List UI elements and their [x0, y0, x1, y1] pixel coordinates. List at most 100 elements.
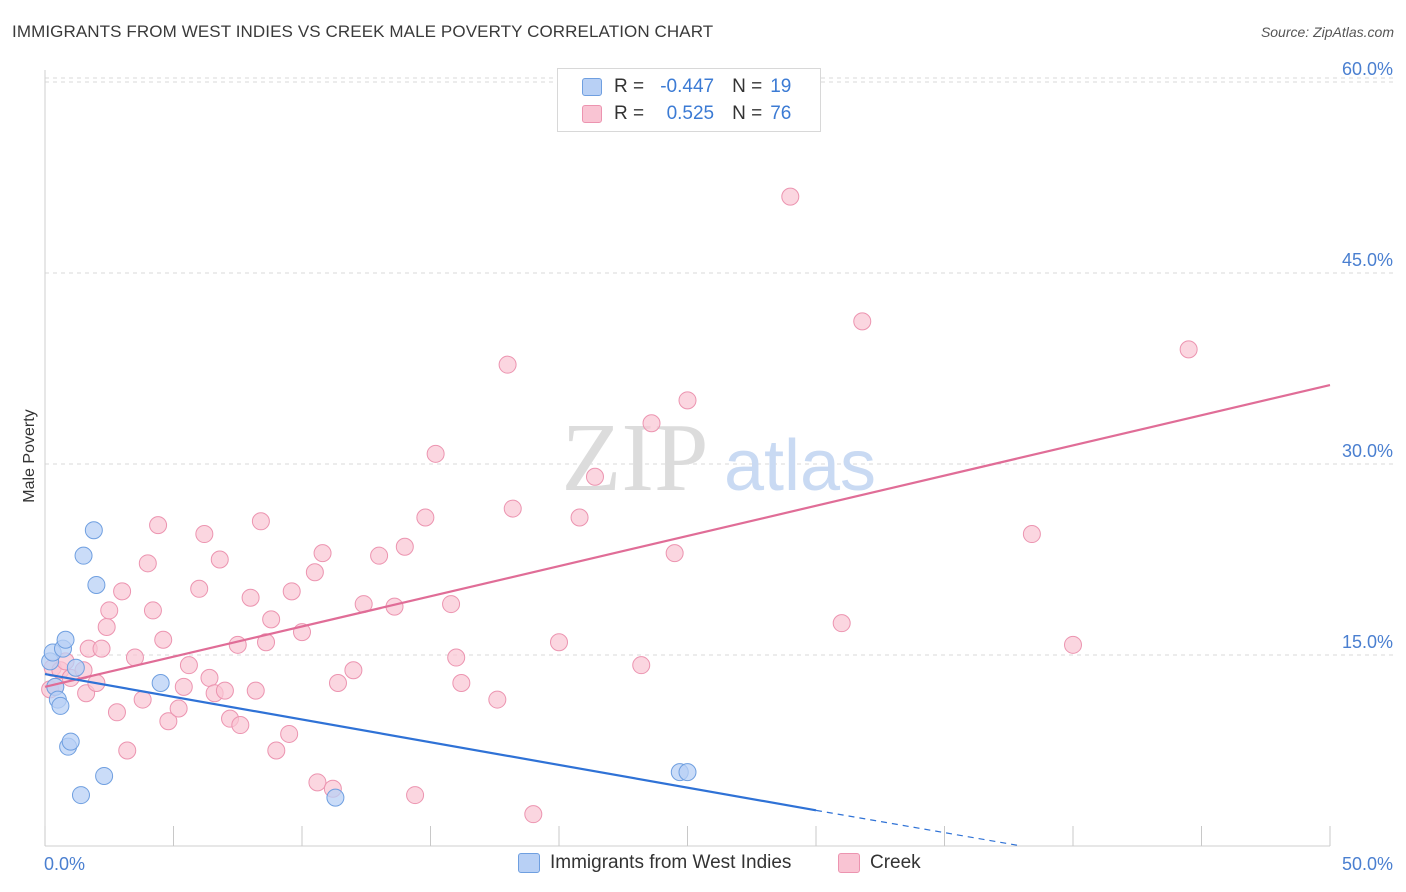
- legend-item-creek: Creek: [838, 852, 921, 874]
- creek-point: [678, 391, 697, 410]
- creek-point: [97, 617, 116, 636]
- creek-point: [308, 773, 327, 792]
- west-indies-trend-extension: [815, 809, 1022, 847]
- creek-point: [328, 674, 347, 693]
- creek-point: [190, 579, 209, 598]
- creek-point: [524, 805, 543, 824]
- creek-point: [406, 786, 425, 805]
- creek-point: [570, 508, 589, 527]
- creek-point: [215, 681, 234, 700]
- creek-point: [452, 674, 471, 693]
- creek-point: [200, 668, 219, 687]
- west-indies-points: [41, 521, 697, 807]
- pink-legend-swatch: [838, 853, 860, 873]
- creek-point: [179, 656, 198, 675]
- legend-label: Immigrants from West Indies: [550, 852, 792, 873]
- creek-point: [241, 588, 260, 607]
- y-tick-labels: 15.0% 30.0% 45.0% 60.0%: [1342, 59, 1393, 652]
- west-indies-point: [66, 658, 85, 677]
- n-label: N =: [732, 76, 763, 97]
- creek-point: [1022, 525, 1041, 544]
- stats-row-creek: R = 0.525 N = 76: [582, 101, 791, 127]
- creek-point: [282, 582, 301, 601]
- creek-point: [781, 187, 800, 206]
- source-credit: Source: ZipAtlas.com: [1260, 24, 1394, 40]
- creek-point: [251, 512, 270, 531]
- creek-point: [395, 537, 414, 556]
- creek-point: [231, 716, 250, 735]
- r-label: R =: [614, 103, 645, 124]
- x-tick-label: 0.0%: [44, 854, 85, 874]
- blue-swatch: [582, 78, 602, 96]
- creek-point: [107, 703, 126, 722]
- creek-point: [133, 690, 152, 709]
- creek-point: [210, 550, 229, 569]
- west-indies-point: [84, 521, 103, 540]
- stats-row-west-indies: R = -0.447 N = 19: [582, 74, 791, 100]
- creek-point: [447, 648, 466, 667]
- creek-point: [370, 546, 389, 565]
- creek-point: [228, 635, 247, 654]
- creek-point: [113, 582, 132, 601]
- creek-point: [262, 610, 281, 629]
- creek-trend-line: [44, 383, 1331, 688]
- west-indies-point: [151, 674, 170, 693]
- creek-point: [100, 601, 119, 620]
- gridlines: [45, 77, 1393, 656]
- creek-point: [1179, 340, 1198, 359]
- west-indies-point: [95, 766, 114, 785]
- west-indies-point: [71, 786, 90, 805]
- y-tick-label: 60.0%: [1342, 59, 1393, 79]
- y-tick-label: 45.0%: [1342, 250, 1393, 270]
- creek-point: [195, 525, 214, 544]
- y-tick-label: 15.0%: [1342, 632, 1393, 652]
- creek-point: [92, 639, 111, 658]
- x-tick-labels: 0.0% 50.0%: [44, 854, 1393, 874]
- r-value: -0.447: [660, 76, 715, 97]
- axes: [44, 70, 1331, 847]
- creek-point: [280, 724, 299, 743]
- n-value: 19: [770, 76, 792, 97]
- creek-point: [143, 601, 162, 620]
- x-tick-label: 50.0%: [1342, 854, 1393, 874]
- creek-point: [305, 563, 324, 582]
- creek-point: [503, 499, 522, 518]
- creek-point: [169, 699, 188, 718]
- creek-point: [138, 554, 157, 573]
- creek-point: [632, 656, 651, 675]
- creek-point: [267, 741, 286, 760]
- watermark-atlas: atlas: [724, 426, 876, 506]
- legend-label: Creek: [870, 852, 921, 873]
- west-indies-point: [326, 788, 345, 807]
- creek-point: [550, 633, 568, 652]
- creek-point: [488, 690, 507, 709]
- west-indies-point: [678, 763, 697, 782]
- y-axis-label: Male Poverty: [21, 409, 38, 502]
- watermark-zip: ZIP: [562, 404, 709, 512]
- creek-point: [1064, 635, 1082, 654]
- stats-legend: R = -0.447 N = 19 R = 0.525 N = 76: [557, 68, 821, 132]
- creek-point: [665, 544, 684, 563]
- n-value: 76: [770, 103, 792, 124]
- creek-point: [174, 677, 193, 696]
- blue-legend-swatch: [518, 853, 540, 873]
- west-indies-point: [87, 575, 106, 594]
- creek-point: [118, 741, 137, 760]
- west-indies-point: [61, 732, 80, 751]
- n-label: N =: [732, 103, 763, 124]
- creek-point: [416, 508, 435, 527]
- west-indies-trend-line: [44, 673, 817, 812]
- trend-lines: [44, 383, 1331, 847]
- chart-title: IMMIGRANTS FROM WEST INDIES VS CREEK MAL…: [12, 22, 714, 41]
- y-tick-label: 30.0%: [1342, 441, 1393, 461]
- creek-point: [426, 444, 445, 463]
- creek-point: [344, 661, 363, 680]
- west-indies-point: [51, 696, 70, 715]
- legend-item-west-indies: Immigrants from West Indies: [518, 852, 791, 874]
- creek-point: [313, 544, 332, 563]
- r-label: R =: [614, 76, 645, 97]
- creek-point: [642, 414, 661, 433]
- r-value: 0.525: [666, 103, 715, 124]
- creek-point: [442, 595, 461, 614]
